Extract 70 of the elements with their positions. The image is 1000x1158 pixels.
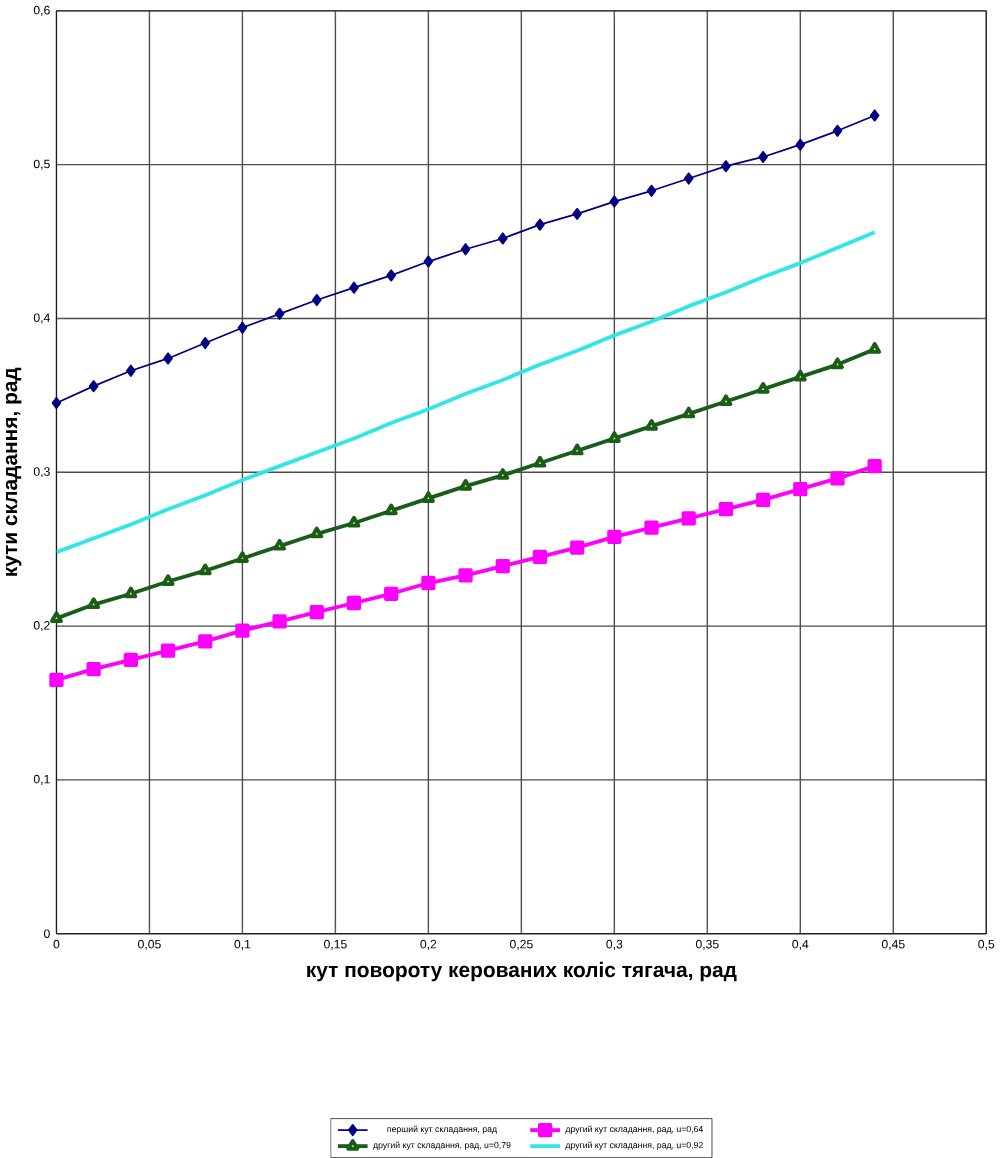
point — [719, 394, 733, 407]
point — [458, 478, 472, 491]
point — [830, 471, 845, 486]
point — [869, 109, 880, 122]
point — [163, 352, 173, 365]
point — [755, 492, 770, 508]
point — [460, 243, 471, 256]
point — [644, 520, 659, 535]
point — [272, 538, 286, 551]
point — [200, 336, 210, 350]
point — [125, 364, 136, 377]
point — [458, 568, 473, 583]
point — [609, 195, 619, 208]
point — [383, 586, 399, 601]
point — [346, 595, 361, 611]
point — [51, 396, 61, 410]
point — [867, 342, 881, 354]
point — [420, 575, 436, 591]
point — [607, 431, 621, 443]
point — [198, 563, 212, 576]
point — [310, 526, 323, 539]
point — [496, 468, 509, 480]
point — [793, 369, 807, 382]
point — [646, 184, 657, 197]
point — [572, 207, 582, 220]
point — [386, 269, 396, 282]
point — [423, 255, 433, 268]
point — [532, 549, 547, 564]
point — [347, 515, 361, 528]
point — [86, 662, 101, 677]
point — [161, 574, 175, 586]
point — [644, 418, 658, 431]
point — [497, 232, 508, 245]
point — [495, 558, 510, 574]
point — [832, 124, 843, 137]
point — [720, 160, 731, 173]
point — [124, 586, 138, 599]
point — [718, 502, 733, 517]
point — [421, 491, 435, 503]
point — [309, 605, 324, 620]
point — [792, 482, 808, 497]
point — [197, 634, 213, 649]
point — [533, 455, 547, 468]
point — [235, 551, 249, 563]
point — [123, 652, 138, 668]
point — [683, 172, 694, 185]
point — [756, 382, 770, 394]
point — [830, 357, 844, 370]
point — [867, 458, 882, 474]
point — [311, 293, 322, 307]
point — [534, 218, 545, 231]
point — [758, 150, 768, 164]
point — [681, 511, 696, 526]
point — [570, 443, 584, 456]
point — [88, 380, 99, 393]
point — [569, 540, 585, 555]
x-axis-title: кут повороту керованих коліс тягача, рад — [307, 961, 737, 982]
point — [606, 529, 622, 545]
point — [348, 281, 359, 294]
point — [235, 623, 250, 638]
point — [384, 503, 398, 516]
point — [795, 138, 805, 151]
point — [274, 307, 285, 320]
point — [237, 321, 247, 334]
point — [682, 406, 695, 419]
y-axis-title: кути складання, рад — [5, 367, 22, 576]
point — [160, 643, 175, 658]
point — [49, 672, 64, 688]
point — [272, 614, 287, 629]
point — [86, 597, 100, 610]
